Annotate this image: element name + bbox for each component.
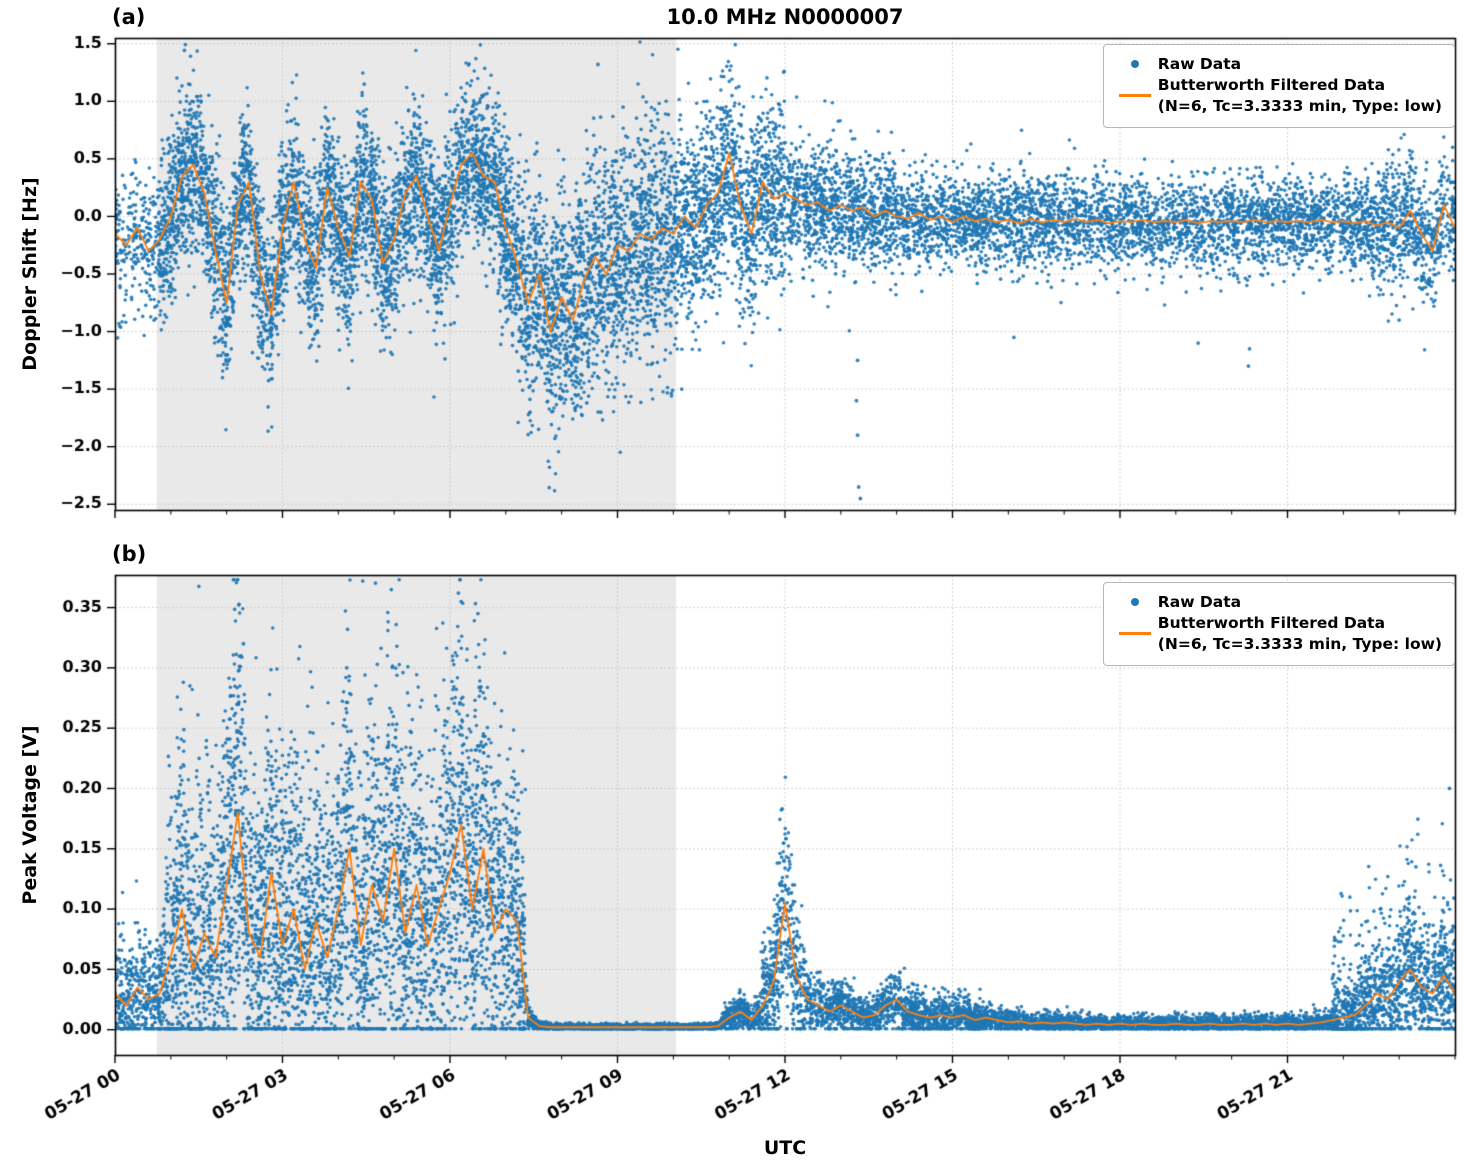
legend-panel-a: Raw Data Butterworth Filtered Data (N=6,… <box>1102 44 1455 128</box>
legend-filtered-label: Butterworth Filtered Data <box>1157 76 1386 94</box>
raw-data-marker-icon <box>1112 60 1158 68</box>
y-axis-label-doppler: Doppler Shift [Hz] <box>19 177 41 371</box>
legend-filtered-label: Butterworth Filtered Data <box>1157 614 1386 632</box>
legend-raw-label: Raw Data <box>1157 593 1242 611</box>
panel-a-label: (a) <box>112 5 146 29</box>
legend-raw-label: Raw Data <box>1157 55 1242 73</box>
legend-filtered-params: (N=6, Tc=3.3333 min, Type: low) <box>1157 96 1442 115</box>
filtered-line-marker-icon <box>1112 94 1158 98</box>
chart-title: 10.0 MHz N0000007 <box>666 5 904 29</box>
raw-data-marker-icon <box>1112 598 1158 606</box>
legend-filtered-params: (N=6, Tc=3.3333 min, Type: low) <box>1157 634 1442 653</box>
legend-entry-raw: Raw Data <box>1112 593 1442 611</box>
x-axis-label: UTC <box>763 1137 807 1159</box>
legend-entry-raw: Raw Data <box>1112 55 1442 73</box>
legend-panel-b: Raw Data Butterworth Filtered Data (N=6,… <box>1102 582 1455 666</box>
legend-entry-filtered: Butterworth Filtered Data (N=6, Tc=3.333… <box>1112 75 1442 117</box>
y-axis-label-voltage: Peak Voltage [V] <box>19 725 41 905</box>
panel-b-label: (b) <box>112 542 147 566</box>
legend-entry-filtered: Butterworth Filtered Data (N=6, Tc=3.333… <box>1112 613 1442 655</box>
filtered-line-marker-icon <box>1112 632 1158 636</box>
